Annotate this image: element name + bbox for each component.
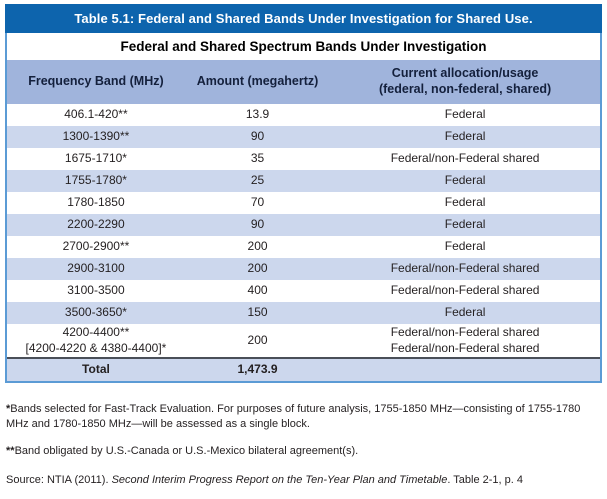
column-header-allocation: Current allocation/usage (federal, non-f…: [330, 60, 600, 104]
footnote-marker: **: [6, 445, 15, 458]
cell-amount: 400: [184, 280, 331, 302]
cell-amount: 90: [184, 126, 331, 148]
cell-frequency-band: 2900-3100: [7, 258, 185, 280]
source-prefix: Source: NTIA (2011).: [6, 474, 112, 487]
cell-frequency-band: 3500-3650*: [7, 302, 185, 324]
table-title-bar: Table 5.1: Federal and Shared Bands Unde…: [5, 4, 602, 33]
footnote-marker: *: [6, 403, 11, 416]
cell-frequency-band: 3100-3500: [7, 280, 185, 302]
cell-frequency-band: 2700-2900**: [7, 236, 185, 258]
total-row: Total 1,473.9: [7, 357, 600, 382]
table-row: 1755-1780* 25 Federal: [7, 170, 600, 192]
cell-frequency-band: 2200-2290: [7, 214, 185, 236]
footnote-text: Band obligated by U.S.-Canada or U.S.-Me…: [14, 445, 359, 458]
table-row: 2700-2900** 200 Federal: [7, 236, 600, 258]
column-header-frequency-band: Frequency Band (MHz): [7, 60, 185, 104]
cell-allocation: Federal/non-Federal shared Federal/non-F…: [330, 324, 600, 359]
cell-amount: 35: [184, 148, 331, 170]
cell-allocation: Federal: [330, 236, 600, 258]
table-row: 3500-3650* 150 Federal: [7, 302, 600, 324]
cell-frequency-band: 1300-1390**: [7, 126, 185, 148]
source-report-title: Second Interim Progress Report on the Te…: [111, 474, 448, 487]
report-table-figure: Table 5.1: Federal and Shared Bands Unde…: [5, 4, 602, 488]
cell-frequency-band: 1675-1710*: [7, 148, 185, 170]
cell-amount: 25: [184, 170, 331, 192]
cell-frequency-band: 406.1-420**: [7, 104, 185, 126]
column-header-row: Frequency Band (MHz) Amount (megahertz) …: [7, 60, 600, 104]
footnote-bilateral: **Band obligated by U.S.-Canada or U.S.-…: [6, 444, 600, 459]
cell-allocation: Federal: [330, 302, 600, 324]
table-row: 1300-1390** 90 Federal: [7, 126, 600, 148]
cell-allocation: Federal: [330, 192, 600, 214]
total-label-cell: Total: [7, 357, 185, 382]
cell-amount: 70: [184, 192, 331, 214]
cell-allocation: Federal: [330, 104, 600, 126]
cell-amount: 200: [184, 258, 331, 280]
table-row: 4200-4400** [4200-4220 & 4380-4400]* 200…: [7, 324, 600, 359]
cell-amount: 200: [184, 236, 331, 258]
cell-frequency-band: 4200-4400** [4200-4220 & 4380-4400]*: [7, 324, 185, 359]
cell-allocation: Federal: [330, 214, 600, 236]
source-note: Source: NTIA (2011). Second Interim Prog…: [6, 473, 600, 488]
table-row: 3100-3500 400 Federal/non-Federal shared: [7, 280, 600, 302]
column-header-amount: Amount (megahertz): [184, 60, 331, 104]
cell-allocation: Federal/non-Federal shared: [330, 148, 600, 170]
table-row: 1780-1850 70 Federal: [7, 192, 600, 214]
spectrum-bands-table: Federal and Shared Spectrum Bands Under …: [7, 33, 600, 382]
table-row: 2900-3100 200 Federal/non-Federal shared: [7, 258, 600, 280]
cell-allocation: Federal/non-Federal shared: [330, 280, 600, 302]
cell-allocation: Federal: [330, 170, 600, 192]
total-amount-cell: 1,473.9: [184, 357, 331, 382]
total-empty-cell: [330, 357, 600, 382]
source-suffix: . Table 2-1, p. 4: [447, 474, 523, 487]
footnote-text: Bands selected for Fast-Track Evaluation…: [6, 403, 581, 430]
cell-allocation: Federal: [330, 126, 600, 148]
table-subtitle-row: Federal and Shared Spectrum Bands Under …: [7, 33, 600, 60]
cell-allocation: Federal/non-Federal shared: [330, 258, 600, 280]
cell-frequency-band: 1755-1780*: [7, 170, 185, 192]
footnote-fast-track: *Bands selected for Fast-Track Evaluatio…: [6, 402, 600, 431]
table-row: 2200-2290 90 Federal: [7, 214, 600, 236]
table-subtitle: Federal and Shared Spectrum Bands Under …: [7, 33, 600, 60]
table-row: 406.1-420** 13.9 Federal: [7, 104, 600, 126]
cell-amount: 200: [184, 324, 331, 359]
footnotes: *Bands selected for Fast-Track Evaluatio…: [5, 383, 602, 488]
cell-amount: 150: [184, 302, 331, 324]
cell-amount: 13.9: [184, 104, 331, 126]
table-row: 1675-1710* 35 Federal/non-Federal shared: [7, 148, 600, 170]
table-frame: Federal and Shared Spectrum Bands Under …: [5, 33, 602, 384]
cell-frequency-band: 1780-1850: [7, 192, 185, 214]
cell-amount: 90: [184, 214, 331, 236]
